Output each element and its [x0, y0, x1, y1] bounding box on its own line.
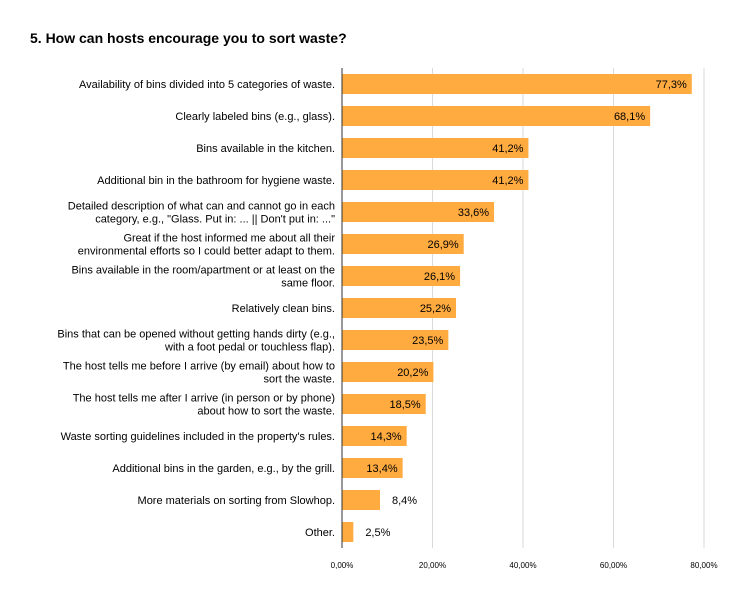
data-label: 33,6%: [458, 207, 489, 219]
category-label: Detailed description of what can and can…: [68, 201, 335, 226]
bar: [342, 458, 403, 478]
bar: [342, 394, 426, 414]
bar: [342, 330, 449, 350]
data-label: 18,5%: [390, 399, 421, 411]
chart-title: 5. How can hosts encourage you to sort w…: [30, 30, 347, 46]
bar: [342, 74, 692, 94]
data-label: 77,3%: [656, 79, 687, 91]
data-label: 26,9%: [428, 239, 459, 251]
bar: [342, 522, 354, 542]
bar: [342, 234, 464, 254]
data-label: 25,2%: [420, 303, 451, 315]
x-tick-label: 80,00%: [690, 561, 717, 570]
bars: 77,3% 68,1% 41,2% 41,2% 33,6% 26,9% 26,1% 25,2%…: [342, 74, 692, 542]
data-label: 8,4%: [392, 495, 417, 507]
category-label: Waste sorting guidelines included in the…: [61, 431, 335, 443]
bar: [342, 490, 381, 510]
x-tick-label: 40,00%: [509, 561, 536, 570]
category-label: Bins available in the room/apartment or …: [71, 265, 335, 290]
x-tick-label: 20,00%: [419, 561, 446, 570]
data-label: 26,1%: [424, 271, 455, 283]
bar: [342, 266, 461, 286]
data-label: 41,2%: [492, 175, 523, 187]
data-label: 14,3%: [371, 431, 402, 443]
category-label: The host tells me before I arrive (by em…: [63, 361, 335, 386]
data-label: 41,2%: [492, 143, 523, 155]
data-label: 20,2%: [397, 367, 428, 379]
category-label: The host tells me after I arrive (in per…: [73, 393, 335, 418]
data-label: 13,4%: [366, 463, 397, 475]
category-label: Additional bins in the garden, e.g., by …: [112, 463, 335, 475]
bar: [342, 138, 529, 158]
data-label: 2,5%: [365, 527, 390, 539]
data-label: 68,1%: [614, 111, 645, 123]
x-axis: 0,00% 20,00% 40,00% 60,00% 80,00%: [331, 68, 718, 570]
bar: [342, 170, 529, 190]
bar: [342, 106, 651, 126]
category-labels: Availability of bins divided into 5 cate…: [57, 79, 335, 539]
category-label: Other.: [305, 527, 335, 539]
bar: [342, 202, 495, 222]
category-label: Bins available in the kitchen.: [196, 143, 335, 155]
x-tick-label: 60,00%: [600, 561, 627, 570]
category-label: Additional bin in the bathroom for hygie…: [97, 175, 335, 187]
category-label: More materials on sorting from Slowhop.: [138, 495, 335, 507]
bar: [342, 362, 434, 382]
bar: [342, 426, 407, 446]
category-label: Bins that can be opened without getting …: [57, 329, 335, 354]
category-label: Clearly labeled bins (e.g., glass).: [175, 111, 335, 123]
bar: [342, 298, 457, 318]
category-label: Availability of bins divided into 5 cate…: [79, 79, 335, 91]
category-label: Relatively clean bins.: [232, 303, 335, 315]
data-label: 23,5%: [412, 335, 443, 347]
category-label: Great if the host informed me about all …: [78, 233, 336, 258]
x-tick-label: 0,00%: [331, 561, 354, 570]
